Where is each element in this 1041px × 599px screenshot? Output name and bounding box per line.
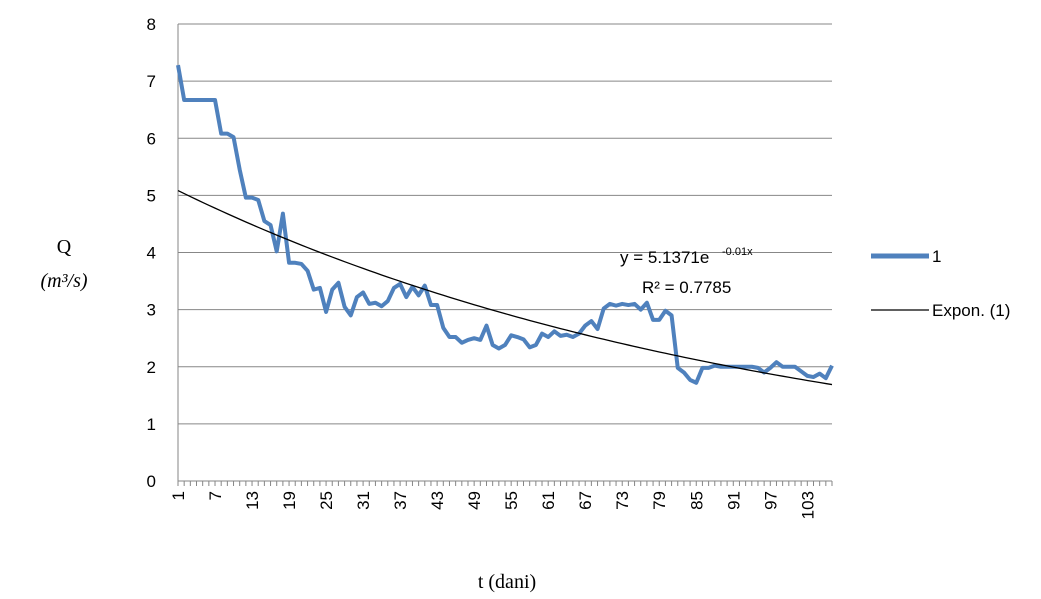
y-tick-label-7: 7 xyxy=(147,72,156,91)
trendline-equation: y = 5.1371e -0.01x xyxy=(620,246,753,267)
y-tick-label-8: 8 xyxy=(147,15,156,34)
x-tick-label-1: 1 xyxy=(169,491,188,500)
x-axis xyxy=(177,24,833,486)
y-tick-label-6: 6 xyxy=(147,129,156,148)
y-tick-labels: 0 1 2 3 4 5 6 7 8 xyxy=(147,15,156,491)
y-tick-label-3: 3 xyxy=(147,301,156,320)
series-group xyxy=(176,64,834,386)
x-tick-label-19: 19 xyxy=(280,491,299,510)
x-tick-label-37: 37 xyxy=(391,491,410,510)
y-tick-label-4: 4 xyxy=(147,244,156,263)
equation-prefix: y = 5.1371e xyxy=(620,248,709,267)
trendline-expon xyxy=(177,189,833,386)
equation-exponent: -0.01x xyxy=(722,246,753,258)
x-tick-label-61: 61 xyxy=(539,491,558,510)
x-axis-label: t (dani) xyxy=(478,571,536,593)
y-tick-label-2: 2 xyxy=(147,358,156,377)
series-line-1 xyxy=(176,64,834,385)
legend-label-trendline: Expon. (1) xyxy=(932,301,1010,320)
y-axis-unit: (m³/s) xyxy=(40,270,87,292)
x-tick-label-43: 43 xyxy=(428,491,447,510)
x-tick-label-67: 67 xyxy=(576,491,595,510)
x-tick-label-55: 55 xyxy=(502,491,521,510)
x-tick-label-91: 91 xyxy=(724,491,743,510)
x-tick-label-49: 49 xyxy=(465,491,484,510)
y-tick-label-5: 5 xyxy=(147,186,156,205)
y-tick-label-1: 1 xyxy=(147,415,156,434)
x-tick-labels: 1 7 13 19 25 31 37 43 49 55 61 67 73 79 85 91 97 103 xyxy=(169,491,817,519)
x-tick-label-13: 13 xyxy=(243,491,262,510)
x-tick-label-103: 103 xyxy=(798,491,817,519)
x-tick-label-7: 7 xyxy=(206,491,225,500)
legend: 1 Expon. (1) xyxy=(871,247,1010,320)
x-tick-label-85: 85 xyxy=(687,491,706,510)
r-squared-label: R² = 0.7785 xyxy=(642,278,731,297)
y-axis-label: Q xyxy=(57,236,72,258)
x-tick-label-25: 25 xyxy=(317,491,336,510)
legend-label-series-1: 1 xyxy=(932,247,941,266)
x-tick-label-31: 31 xyxy=(354,491,373,510)
x-tick-label-97: 97 xyxy=(761,491,780,510)
x-tick-label-79: 79 xyxy=(650,491,669,510)
x-tick-label-73: 73 xyxy=(613,491,632,510)
y-tick-label-0: 0 xyxy=(147,472,156,491)
